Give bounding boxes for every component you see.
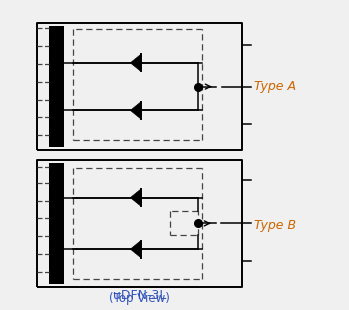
Polygon shape (131, 241, 141, 258)
Text: (Top View): (Top View) (109, 292, 170, 305)
Polygon shape (131, 55, 141, 71)
Bar (49, 163, 64, 284)
Text: Type B: Type B (254, 219, 296, 232)
Polygon shape (131, 102, 141, 119)
Text: uDFN-3L: uDFN-3L (113, 289, 166, 302)
Bar (49, 26, 64, 147)
Polygon shape (131, 189, 141, 206)
Text: Type A: Type A (254, 80, 296, 93)
